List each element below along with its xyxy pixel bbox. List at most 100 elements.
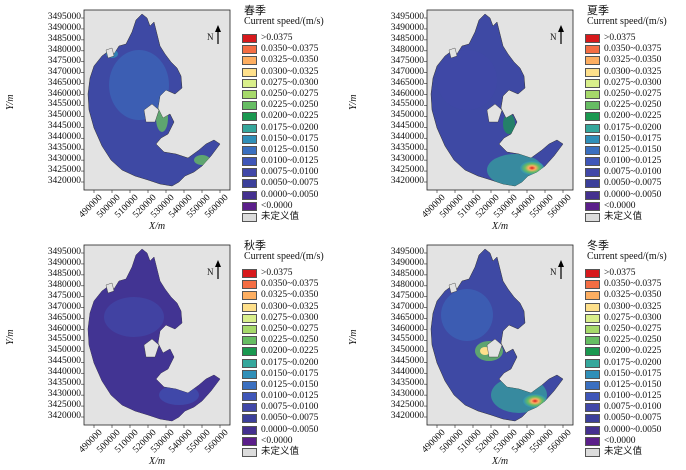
legend-label: 0.0175~0.0200 [604, 122, 662, 133]
y-tick-label: 3455000 [47, 99, 81, 110]
legend-label: 0.0250~0.0275 [261, 88, 319, 99]
x-axis-label: X/m [492, 221, 509, 232]
y-axis-label: Y/m [5, 94, 16, 110]
legend-label: 0.0000~0.0050 [261, 424, 319, 435]
legend-label: 0.0075~0.0100 [604, 167, 662, 178]
legend-label: 0.0150~0.0175 [261, 368, 319, 379]
x-axis-label: X/m [149, 456, 166, 467]
y-tick-label: 3495000 [47, 247, 81, 257]
y-tick-label: 3450000 [390, 110, 424, 121]
y-tick-label: 3470000 [47, 66, 81, 77]
flow-zone [503, 114, 515, 134]
y-tick-label: 3440000 [47, 132, 81, 143]
y-tick-label: 3435000 [390, 143, 424, 154]
y-tick-label: 3420000 [390, 411, 424, 421]
legend-label: 0.0100~0.0125 [261, 156, 319, 167]
legend-swatch [585, 56, 600, 66]
y-tick-label: 3425000 [390, 165, 424, 176]
y-tick-label: 3495000 [390, 12, 424, 22]
legend-label: 0.0225~0.0250 [604, 335, 662, 346]
legend-swatch [585, 358, 600, 368]
map-svg [424, 244, 574, 428]
y-tick-label: 3450000 [47, 345, 81, 356]
y-tick-label: 3495000 [47, 12, 81, 22]
season-title: 秋季 [244, 239, 266, 252]
legend-swatch [242, 179, 257, 189]
y-tick-label: 3450000 [390, 345, 424, 356]
legend-label: 0.0000~0.0050 [604, 424, 662, 435]
legend-swatch [585, 89, 600, 99]
legend-label: 0.0300~0.0325 [604, 66, 662, 77]
legend-label: 0.0175~0.0200 [604, 357, 662, 368]
y-tick-label: 3470000 [390, 301, 424, 312]
y-tick-label: 3460000 [47, 323, 81, 334]
y-tick-label: 3485000 [47, 268, 81, 279]
north-arrow-head-icon [215, 25, 221, 32]
y-tick-label: 3420000 [47, 411, 81, 421]
legend-label: 0.0050~0.0075 [261, 413, 319, 424]
legend-swatch [585, 179, 600, 189]
y-axis-label: Y/m [348, 94, 359, 110]
legend-swatch [242, 145, 257, 155]
y-tick-label: 3445000 [47, 121, 81, 132]
y-tick-label: 3490000 [47, 257, 81, 268]
y-tick-label: 3430000 [47, 389, 81, 400]
legend-label: 0.0175~0.0200 [261, 122, 319, 133]
north-label: N [207, 32, 214, 42]
legend-swatch [585, 101, 600, 111]
island [143, 338, 160, 358]
y-tick-label: 3445000 [390, 121, 424, 132]
flow-zone [441, 289, 493, 341]
legend-label: 0.0250~0.0275 [604, 88, 662, 99]
legend-title: Current speed/(m/s) [587, 16, 667, 27]
legend-swatch [242, 123, 257, 133]
legend-swatch [242, 313, 257, 323]
y-tick-label: 3485000 [390, 268, 424, 279]
legend-label: 0.0300~0.0325 [261, 301, 319, 312]
y-tick-label: 3425000 [47, 165, 81, 176]
y-tick-label: 3445000 [47, 356, 81, 367]
y-tick-label: 3490000 [390, 257, 424, 268]
season-title: 夏季 [587, 4, 609, 17]
y-tick-label: 3485000 [47, 33, 81, 44]
legend-swatch [585, 380, 600, 390]
legend-label: 0.0075~0.0100 [261, 167, 319, 178]
legend-swatch [242, 157, 257, 167]
y-tick-label: 3465000 [47, 77, 81, 88]
legend-swatch [242, 201, 257, 211]
legend-label: 0.0150~0.0175 [261, 133, 319, 144]
legend-swatch [242, 45, 257, 55]
legend-label: 0.0275~0.0300 [604, 77, 662, 88]
north-arrow-head-icon [215, 260, 221, 267]
legend-label: 0.0225~0.0250 [261, 335, 319, 346]
legend-swatch [585, 134, 600, 144]
legend-label: <0.0000 [261, 200, 293, 211]
legend-swatch [585, 436, 600, 446]
legend-swatch [242, 324, 257, 334]
y-tick-label: 3435000 [390, 378, 424, 389]
season-title: 春季 [244, 4, 266, 17]
legend-label: 未定义值 [604, 212, 643, 222]
legend-label: 0.0200~0.0225 [604, 111, 662, 122]
y-tick-label: 3440000 [390, 367, 424, 378]
legend-swatch [585, 168, 600, 178]
y-tick-label: 3450000 [47, 110, 81, 121]
legend-label: 0.0125~0.0150 [604, 379, 662, 390]
legend-swatch [242, 213, 257, 222]
island [486, 338, 503, 358]
legend-swatch [242, 67, 257, 77]
legend-swatch [242, 392, 257, 402]
legend-label: <0.0000 [604, 200, 636, 211]
y-tick-label: 3470000 [47, 301, 81, 312]
legend-label: 0.0200~0.0225 [604, 346, 662, 357]
map-svg [81, 244, 231, 428]
legend-swatch [585, 34, 600, 43]
map-panel-spring: N 春季 Current speed/(m/s) >0.0375 0.0350~0.03… [0, 0, 343, 235]
legend-swatch [242, 302, 257, 312]
y-tick-label: 3430000 [390, 154, 424, 165]
legend-label: 0.0075~0.0100 [604, 402, 662, 413]
legend-swatch [585, 324, 600, 334]
legend-label: 0.0150~0.0175 [604, 133, 662, 144]
island [448, 282, 458, 294]
legend-swatch [242, 190, 257, 200]
